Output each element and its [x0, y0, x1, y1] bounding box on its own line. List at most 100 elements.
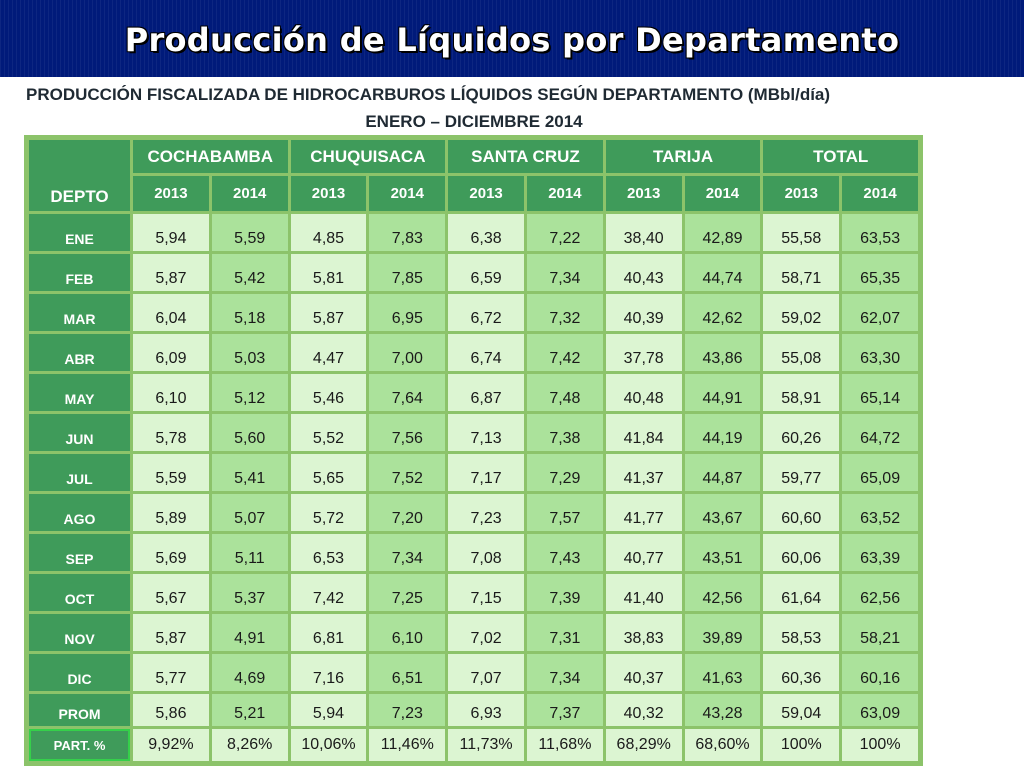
table-cell: 62,56 [842, 574, 918, 611]
table-cell: 5,42 [211, 254, 288, 291]
table-cell: 62,07 [842, 294, 918, 331]
header-total: TOTAL [763, 140, 918, 173]
table-cell: 63,39 [842, 534, 918, 571]
table-cell: 63,52 [842, 494, 918, 531]
table-cell: 7,42 [526, 334, 603, 371]
table-cell: 58,53 [763, 614, 840, 651]
table-row: DIC 5,77 4,69 7,16 6,51 7,07 7,34 40,37 41,63 60,… [29, 654, 918, 691]
table-cell: 43,67 [684, 494, 761, 531]
table-cell: 5,12 [211, 374, 288, 411]
participation-cell: 100% [842, 729, 918, 761]
table-cell: 5,72 [290, 494, 367, 531]
table-cell: 5,52 [290, 414, 367, 451]
participation-cell: 100% [763, 729, 840, 761]
table-cell: 7,34 [526, 254, 603, 291]
table-cell: 63,30 [842, 334, 918, 371]
table-cell: 7,13 [448, 414, 524, 451]
table-cell: 7,00 [369, 334, 446, 371]
table-cell: 7,42 [290, 574, 367, 611]
table-cell: 58,91 [763, 374, 840, 411]
table-cell: 5,94 [290, 694, 367, 726]
table-cell: 5,78 [133, 414, 209, 451]
table-period: ENERO – DICIEMBRE 2014 [365, 112, 583, 131]
row-label: FEB [29, 254, 130, 291]
table-cell: 7,25 [369, 574, 446, 611]
table-cell: 60,16 [842, 654, 918, 691]
table-cell: 5,89 [133, 494, 209, 531]
table-cell: 42,62 [684, 294, 761, 331]
table-cell: 7,48 [526, 374, 603, 411]
table-cell: 5,07 [211, 494, 288, 531]
table-cell: 41,77 [605, 494, 682, 531]
table-row: OCT 5,67 5,37 7,42 7,25 7,15 7,39 41,40 42,56 61,… [29, 574, 918, 611]
table-cell: 40,77 [605, 534, 682, 571]
table-cell: 60,60 [763, 494, 840, 531]
table-cell: 4,47 [290, 334, 367, 371]
table-cell: 6,53 [290, 534, 367, 571]
table-cell: 7,37 [526, 694, 603, 726]
year-header: 2013 [290, 176, 367, 211]
table-cell: 44,87 [684, 454, 761, 491]
table-cell: 5,69 [133, 534, 209, 571]
row-label: ENE [29, 214, 130, 251]
table-cell: 37,78 [605, 334, 682, 371]
table-cell: 5,87 [290, 294, 367, 331]
table-cell: 6,59 [448, 254, 524, 291]
year-header-row: 2013 2014 2013 2014 2013 2014 2013 2014 2013 2014 [29, 176, 918, 211]
table-cell: 5,18 [211, 294, 288, 331]
table-row: FEB 5,87 5,42 5,81 7,85 6,59 7,34 40,43 44,74 58,… [29, 254, 918, 291]
table-cell: 5,59 [211, 214, 288, 251]
table-cell: 42,56 [684, 574, 761, 611]
table-cell: 44,19 [684, 414, 761, 451]
table-cell: 5,41 [211, 454, 288, 491]
row-label: OCT [29, 574, 130, 611]
table-cell: 39,89 [684, 614, 761, 651]
table-cell: 7,43 [526, 534, 603, 571]
table-cell: 6,87 [448, 374, 524, 411]
row-label: MAY [29, 374, 130, 411]
table-cell: 60,36 [763, 654, 840, 691]
table-row: MAR 6,04 5,18 5,87 6,95 6,72 7,32 40,39 42,62 59,… [29, 294, 918, 331]
table-cell: 5,65 [290, 454, 367, 491]
table-cell: 6,93 [448, 694, 524, 726]
table-row: SEP 5,69 5,11 6,53 7,34 7,08 7,43 40,77 43,51 60,… [29, 534, 918, 571]
participation-cell: 8,26% [211, 729, 288, 761]
year-header: 2014 [526, 176, 603, 211]
participation-cell: 11,46% [369, 729, 446, 761]
header-tarija: TARIJA [605, 140, 761, 173]
table-cell: 61,64 [763, 574, 840, 611]
table-cell: 7,16 [290, 654, 367, 691]
table-cell: 5,87 [133, 254, 209, 291]
table-cell: 7,23 [369, 694, 446, 726]
table-cell: 60,26 [763, 414, 840, 451]
table-cell: 5,81 [290, 254, 367, 291]
table-cell: 55,58 [763, 214, 840, 251]
row-label: AGO [29, 494, 130, 531]
table-cell: 7,15 [448, 574, 524, 611]
table-cell: 5,86 [133, 694, 209, 726]
table-cell: 65,35 [842, 254, 918, 291]
row-label: ABR [29, 334, 130, 371]
table-cell: 42,89 [684, 214, 761, 251]
participation-cell: 68,29% [605, 729, 682, 761]
row-label: MAR [29, 294, 130, 331]
table-cell: 7,52 [369, 454, 446, 491]
row-label: JUN [29, 414, 130, 451]
table-cell: 44,74 [684, 254, 761, 291]
table-cell: 43,28 [684, 694, 761, 726]
row-label: JUL [29, 454, 130, 491]
table-cell: 63,53 [842, 214, 918, 251]
table-cell: 41,84 [605, 414, 682, 451]
table-cell: 5,11 [211, 534, 288, 571]
table-cell: 43,51 [684, 534, 761, 571]
year-header: 2014 [369, 176, 446, 211]
table-cell: 5,87 [133, 614, 209, 651]
header-cochabamba: COCHABAMBA [133, 140, 288, 173]
table-cell: 7,17 [448, 454, 524, 491]
table-cell: 4,69 [211, 654, 288, 691]
year-header: 2013 [133, 176, 209, 211]
table-cell: 6,10 [133, 374, 209, 411]
table-row: ENE 5,94 5,59 4,85 7,83 6,38 7,22 38,40 42,89 55,… [29, 214, 918, 251]
table-cell: 7,38 [526, 414, 603, 451]
table-cell: 5,21 [211, 694, 288, 726]
